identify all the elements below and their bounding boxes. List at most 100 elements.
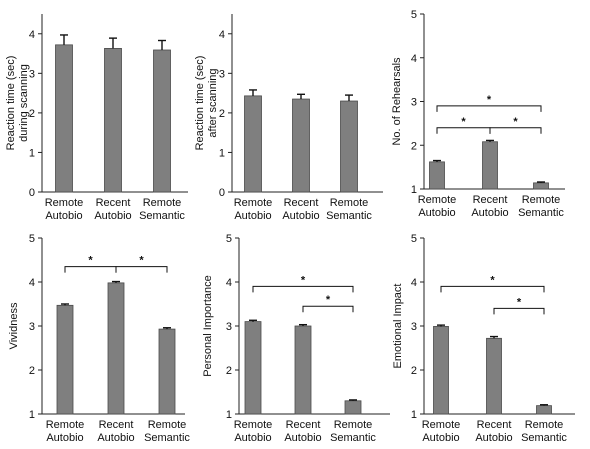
- bar: [482, 141, 498, 190]
- category-label: Semantic: [330, 432, 376, 444]
- category-label: Remote: [334, 419, 373, 431]
- category-label: Autobio: [284, 432, 321, 444]
- category-label: Remote: [422, 419, 461, 431]
- y-tick-label: 3: [219, 68, 225, 80]
- y-tick-label: 5: [411, 9, 417, 21]
- significance-star: *: [513, 116, 518, 128]
- bar: [55, 44, 73, 193]
- y-tick-label: 1: [226, 409, 232, 421]
- bar: [244, 321, 262, 415]
- category-label: Recent: [99, 419, 134, 431]
- y-tick-label: 1: [219, 147, 225, 159]
- bar: [486, 337, 502, 415]
- category-label: Autobio: [97, 432, 134, 444]
- bar: [536, 405, 552, 415]
- y-axis-label: Reaction time (sec): [5, 56, 17, 151]
- category-label: Semantic: [326, 210, 372, 222]
- y-tick-label: 2: [411, 365, 417, 377]
- significance-star: *: [487, 94, 492, 106]
- y-tick-label: 4: [219, 29, 225, 41]
- y-tick-label: 1: [411, 409, 417, 421]
- bar: [294, 325, 312, 415]
- chart-panel-1: 0 1 2 3 4 Reaction time (sec) during scanning R…: [5, 14, 188, 222]
- y-tick-label: 0: [29, 187, 35, 199]
- bar: [292, 98, 310, 193]
- significance-bracket: [252, 285, 354, 293]
- y-tick-label: 4: [411, 277, 417, 289]
- category-label: Autobio: [46, 432, 83, 444]
- category-label: Remote: [234, 197, 273, 209]
- category-label: Recent: [286, 419, 321, 431]
- y-axis-label: Personal Importance: [202, 275, 214, 377]
- chart-panel-2: 0 1 2 3 4 Reaction time (sec) after scanning Re…: [194, 14, 383, 222]
- significance-bracket: [64, 266, 117, 273]
- y-tick-label: 2: [411, 140, 417, 152]
- category-label: Recent: [96, 197, 131, 209]
- y-tick-label: 4: [29, 277, 35, 289]
- bar: [244, 95, 262, 193]
- y-axis-label: No. of Rehearsals: [391, 57, 403, 146]
- significance-star: *: [88, 255, 93, 267]
- category-label: Autobio: [94, 210, 131, 222]
- category-label: Semantic: [521, 432, 567, 444]
- y-axis-label: Emotional Impact: [392, 284, 404, 369]
- bar: [158, 328, 176, 415]
- y-tick-label: 4: [29, 29, 35, 41]
- category-label: Autobio: [234, 432, 271, 444]
- y-tick-label: 1: [29, 409, 35, 421]
- significance-star: *: [139, 255, 144, 267]
- category-label: Remote: [522, 194, 561, 206]
- y-tick-label: 3: [411, 97, 417, 109]
- bar: [340, 100, 358, 193]
- bar: [104, 48, 122, 193]
- significance-bracket: [440, 285, 545, 293]
- bar: [107, 282, 125, 415]
- y-tick-label: 1: [411, 184, 417, 196]
- category-label: Autobio: [282, 210, 319, 222]
- y-tick-label: 2: [219, 108, 225, 120]
- y-tick-label: 3: [29, 68, 35, 80]
- chart-panel-4: 12345VividnessRemoteAutobioRecentAutobio…: [8, 233, 190, 444]
- bar: [344, 400, 362, 415]
- category-label: Recent: [477, 419, 512, 431]
- category-label: Autobio: [234, 210, 271, 222]
- bar: [533, 182, 549, 190]
- chart-panel-6: 1 2 3 4 5 Emotional Impact Remote AutobioRecent…: [392, 233, 575, 444]
- category-label: Autobio: [45, 210, 82, 222]
- significance-star: *: [301, 274, 306, 286]
- y-tick-label: 3: [29, 321, 35, 333]
- category-label: Autobio: [475, 432, 512, 444]
- category-label: Semantic: [139, 210, 185, 222]
- significance-star: *: [461, 116, 466, 128]
- category-label: Remote: [148, 419, 187, 431]
- bar: [153, 49, 171, 193]
- significance-bracket: [436, 105, 542, 112]
- category-label: Remote: [418, 194, 457, 206]
- significance-bracket: [436, 127, 491, 134]
- category-label: Remote: [143, 197, 182, 209]
- y-tick-label: 2: [226, 365, 232, 377]
- significance-star: *: [326, 294, 331, 306]
- category-label: Autobio: [418, 207, 455, 219]
- y-tick-label: 5: [226, 233, 232, 245]
- significance-bracket: [115, 266, 168, 273]
- category-label: Recent: [473, 194, 508, 206]
- significance-bracket: [302, 305, 354, 313]
- y-axis-label: Vividness: [8, 302, 20, 349]
- category-label: Remote: [45, 197, 84, 209]
- y-tick-label: 4: [226, 277, 232, 289]
- y-axis-label: after scanning: [207, 68, 219, 137]
- bar: [433, 326, 449, 415]
- category-label: Remote: [46, 419, 85, 431]
- significance-bracket: [493, 307, 545, 315]
- category-label: Recent: [284, 197, 319, 209]
- y-tick-label: 3: [411, 321, 417, 333]
- y-tick-label: 0: [219, 187, 225, 199]
- bar: [56, 304, 74, 415]
- category-label: Remote: [525, 419, 564, 431]
- significance-bracket: [489, 127, 542, 134]
- y-axis-label: during scanning: [18, 64, 30, 142]
- y-tick-label: 5: [411, 233, 417, 245]
